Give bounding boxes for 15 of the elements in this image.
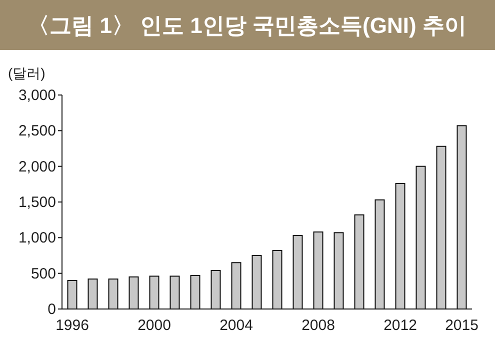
y-tick-label: 2,000	[18, 158, 56, 176]
x-tick-label: 1996	[56, 317, 89, 334]
x-tick-label: 2008	[302, 317, 335, 334]
x-tick-label: 2012	[384, 317, 417, 334]
y-tick-label: 0	[48, 301, 56, 318]
y-tick-label: 500	[30, 265, 56, 282]
y-tick-label: 1,000	[18, 230, 56, 247]
x-tick-label: 2015	[445, 317, 478, 334]
chart-title: 〈그림 1〉 인도 1인당 국민총소득(GNI) 추이	[28, 13, 466, 38]
y-tick-label: 2,500	[18, 122, 56, 140]
y-tick-label: 3,000	[18, 87, 56, 104]
y-axis-title: (달러)	[8, 65, 46, 81]
y-tick-label: 1,500	[18, 194, 56, 211]
x-tick-label: 2000	[138, 317, 171, 334]
x-tick-label: 2004	[220, 317, 253, 334]
